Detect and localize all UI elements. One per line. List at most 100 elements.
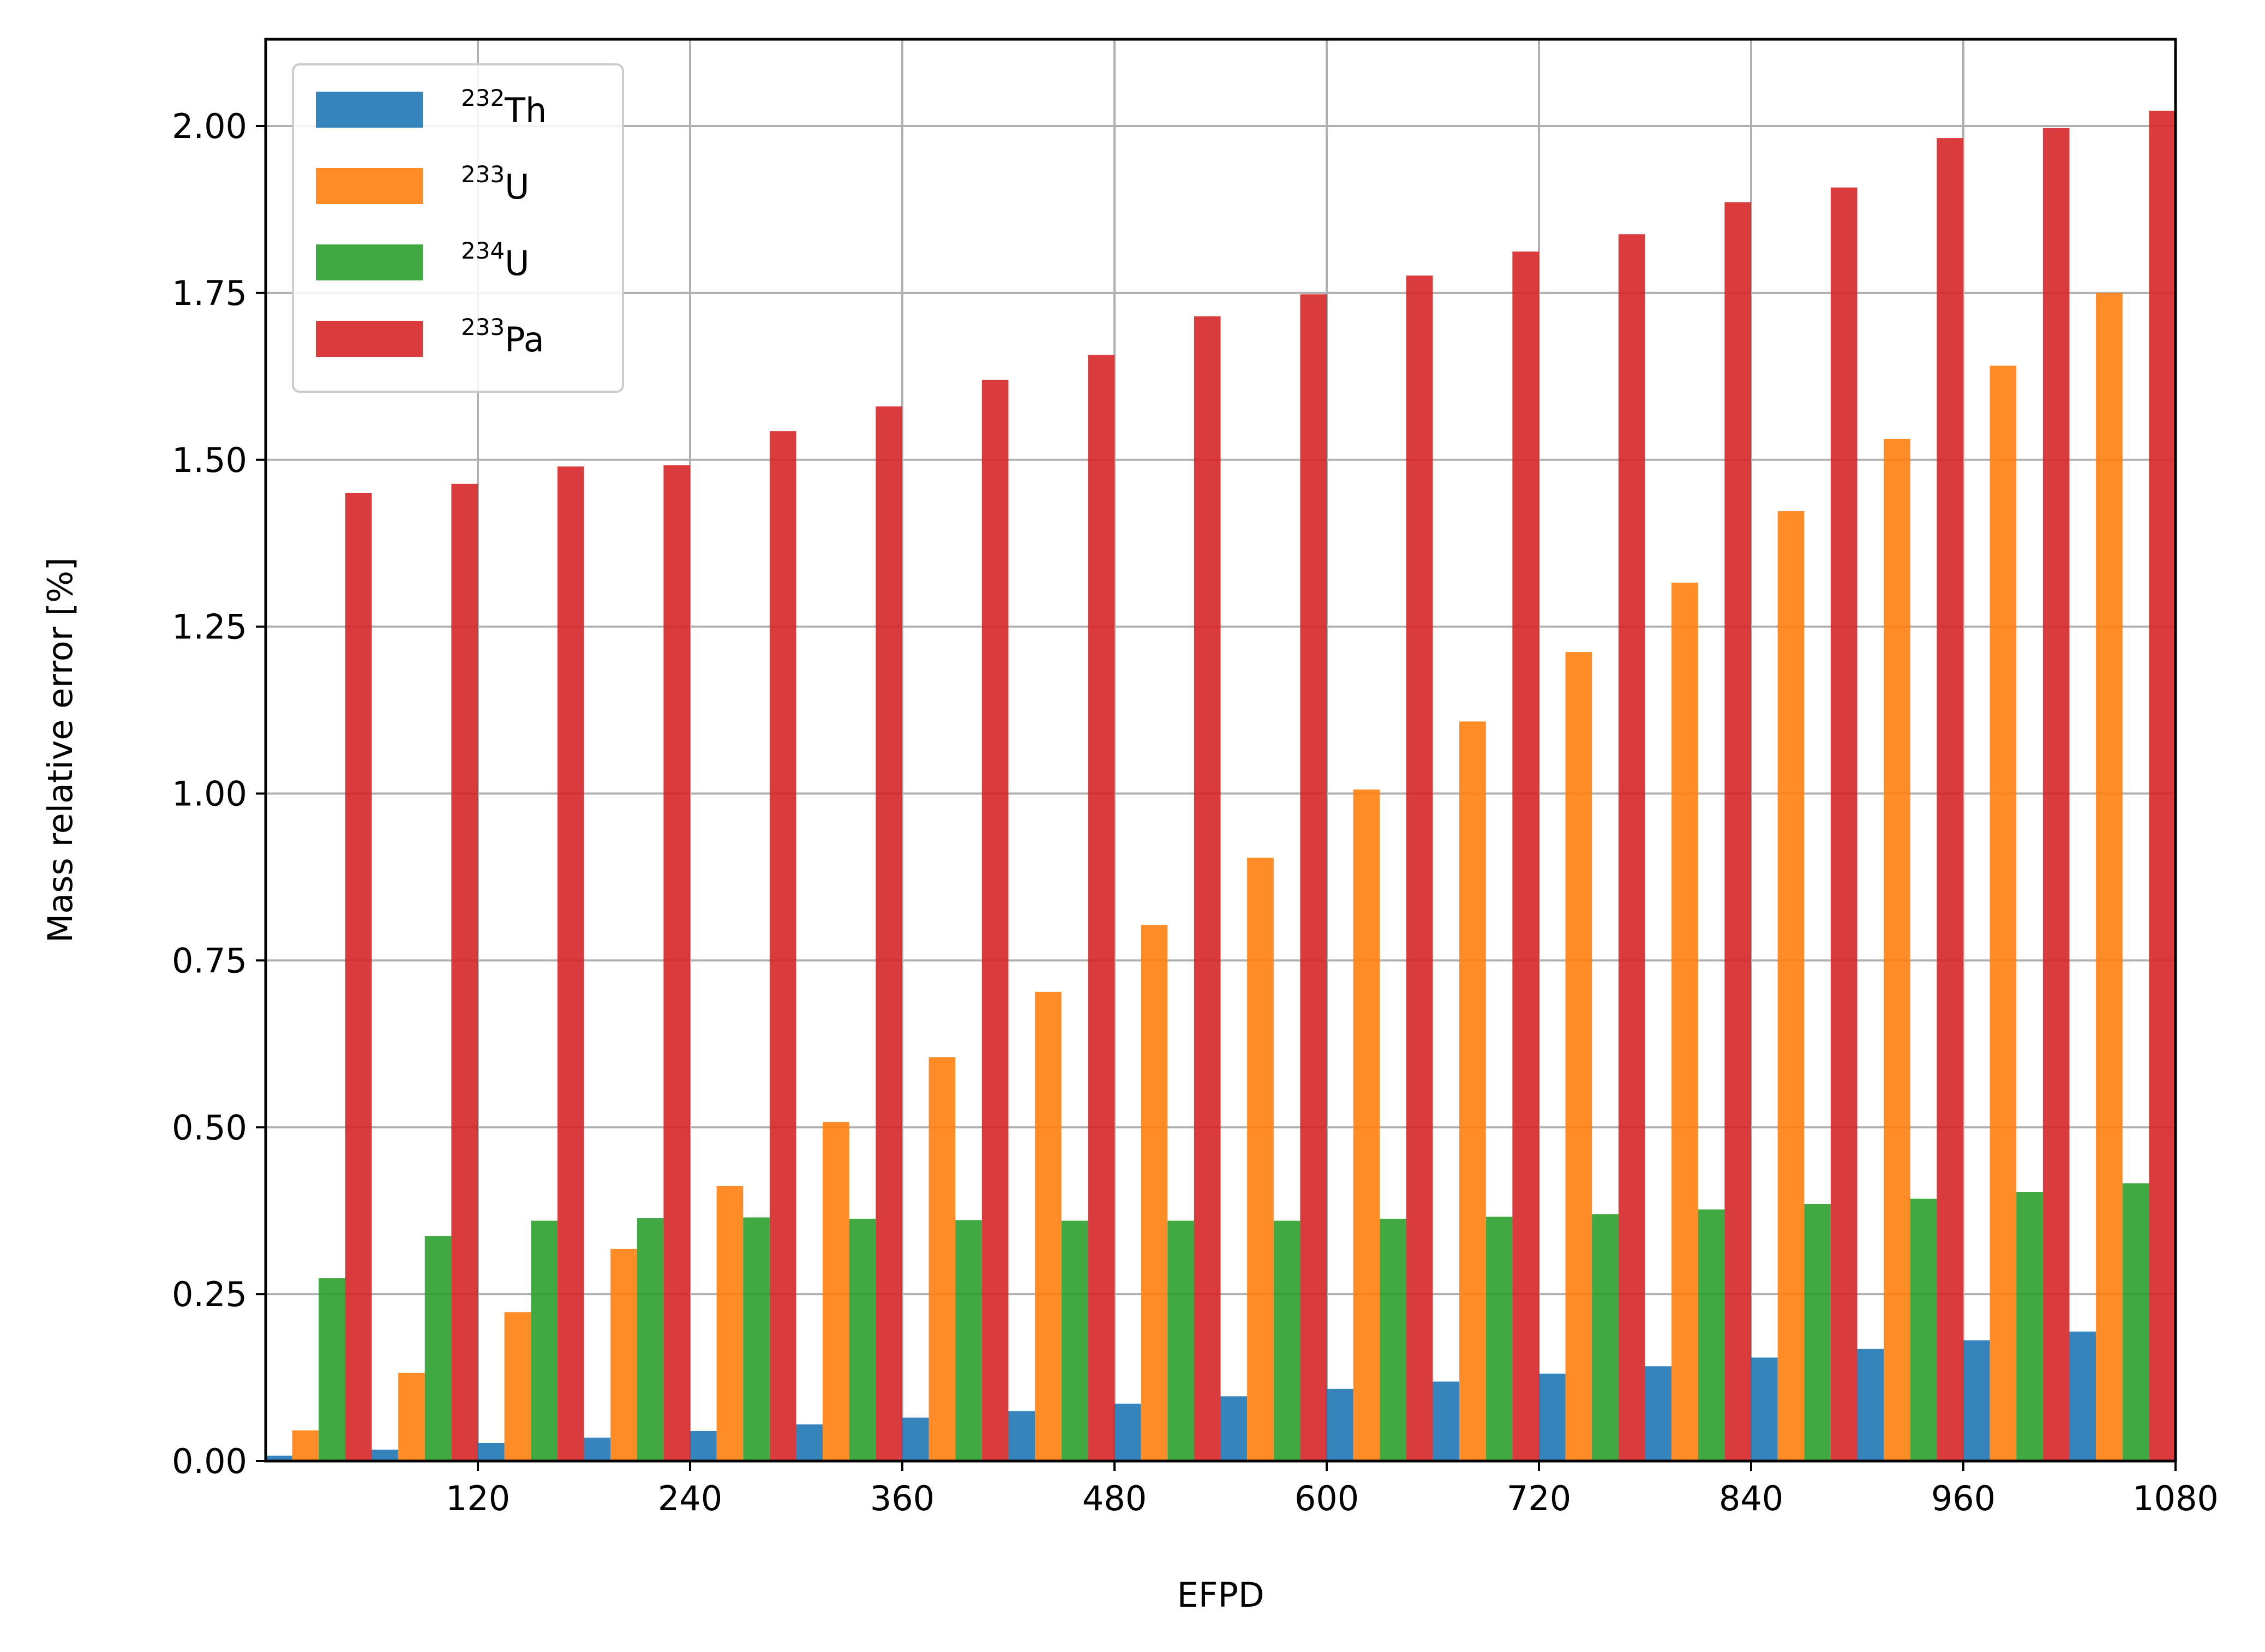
- x-tick-label: 720: [1507, 1479, 1571, 1518]
- bar-th232: [1327, 1388, 1353, 1461]
- y-tick-label: 0.25: [172, 1274, 247, 1314]
- bar-pa233: [663, 465, 690, 1461]
- bar-th232: [371, 1450, 399, 1461]
- bar-u233: [1671, 582, 1698, 1461]
- x-tick-label: 120: [446, 1479, 510, 1518]
- bar-th232: [1751, 1357, 1778, 1461]
- bar-pa233: [876, 406, 902, 1461]
- bar-pa233: [1300, 294, 1327, 1461]
- legend-box: [292, 63, 624, 393]
- bar-th232: [1963, 1340, 1990, 1461]
- bar-th232: [478, 1442, 505, 1461]
- bar-th232: [1008, 1411, 1035, 1461]
- axis-ticks: 120 240 360 480 600 720 840 960 1080 0.00 0.25 0.50…: [172, 106, 2219, 1518]
- bar-th232: [1645, 1366, 1672, 1461]
- bar-u233: [292, 1430, 319, 1461]
- bar-pa233: [2042, 128, 2070, 1461]
- bar-u234: [1273, 1220, 1301, 1461]
- x-tick-label: 960: [1931, 1479, 1996, 1518]
- bar-u233: [1990, 366, 2017, 1462]
- legend-swatch: [316, 92, 423, 128]
- bar-th232: [2069, 1331, 2096, 1461]
- y-tick-label: 1.25: [172, 607, 247, 647]
- y-tick-label: 0.75: [172, 941, 247, 980]
- bar-u234: [2016, 1192, 2043, 1461]
- bar-u234: [531, 1220, 558, 1461]
- bar-u233: [2096, 292, 2123, 1461]
- legend-label: 232Th: [461, 85, 547, 130]
- bar-pa233: [1512, 252, 1539, 1462]
- bar-th232: [796, 1424, 823, 1461]
- bar-u233: [1247, 857, 1274, 1461]
- bar-th232: [690, 1430, 717, 1461]
- x-tick-label: 480: [1082, 1479, 1147, 1518]
- bar-th232: [1433, 1381, 1460, 1461]
- bar-u234: [1910, 1199, 1937, 1461]
- bar-pa233: [557, 466, 584, 1462]
- bar-pa233: [2149, 110, 2176, 1462]
- bar-u233: [823, 1122, 849, 1461]
- plot-frame: [264, 38, 2177, 1463]
- bar-u234: [1380, 1218, 1406, 1461]
- x-tick-label: 360: [870, 1479, 934, 1518]
- legend-swatch: [316, 168, 423, 204]
- y-tick-label: 1.75: [172, 273, 247, 313]
- bar-u234: [743, 1217, 770, 1461]
- legend-label: 233Pa: [461, 314, 544, 360]
- y-axis-label: Mass relative error [%]: [40, 558, 80, 943]
- y-tick-label: 0.50: [172, 1108, 247, 1147]
- bar-u233: [1353, 789, 1380, 1461]
- bar-u233: [398, 1373, 425, 1461]
- bar-u234: [319, 1278, 345, 1461]
- legend-swatch: [316, 321, 423, 357]
- bar-u233: [716, 1186, 744, 1461]
- bar-u233: [1141, 925, 1168, 1461]
- bar-u233: [1565, 652, 1592, 1461]
- bar-th232: [266, 1456, 292, 1461]
- bar-u233: [1035, 991, 1062, 1461]
- legend-label: 233U: [461, 161, 530, 207]
- y-tick-label: 1.00: [172, 774, 247, 814]
- bar-u234: [2122, 1183, 2149, 1461]
- bar-u234: [955, 1220, 982, 1461]
- bar-pa233: [1618, 234, 1645, 1462]
- bar-pa233: [1724, 202, 1751, 1461]
- bar-pa233: [1088, 355, 1114, 1461]
- bar-pa233: [451, 483, 478, 1462]
- y-tick-label: 0.00: [172, 1441, 247, 1481]
- x-tick-label: 600: [1295, 1479, 1359, 1518]
- bar-u234: [1167, 1220, 1194, 1461]
- legend-label: 234U: [461, 237, 530, 283]
- bar-th232: [1539, 1373, 1566, 1461]
- x-axis-label: EFPD: [1177, 1575, 1265, 1615]
- bar-u233: [928, 1057, 956, 1461]
- bar-u233: [1884, 439, 1910, 1461]
- bar-u234: [1592, 1214, 1619, 1461]
- bar-pa233: [769, 431, 796, 1461]
- bar-u233: [1777, 511, 1805, 1461]
- y-tick-label: 1.50: [172, 440, 247, 480]
- bar-th232: [1114, 1403, 1141, 1461]
- bar-u234: [1061, 1220, 1088, 1461]
- bar-th232: [1857, 1349, 1884, 1461]
- legend-swatch: [316, 244, 423, 280]
- bar-u233: [1459, 721, 1486, 1461]
- bar-u234: [637, 1218, 664, 1461]
- bar-th232: [584, 1438, 611, 1461]
- bar-u234: [1698, 1209, 1725, 1461]
- bar-pa233: [1937, 138, 1963, 1461]
- y-tick-label: 2.00: [172, 106, 247, 146]
- x-tick-label: 1080: [2132, 1479, 2219, 1518]
- bar-pa233: [1194, 316, 1221, 1462]
- bar-pa233: [1830, 187, 1857, 1461]
- x-tick-label: 840: [1719, 1479, 1783, 1518]
- bar-u234: [849, 1218, 876, 1461]
- bar-th232: [1220, 1396, 1248, 1461]
- bar-pa233: [981, 379, 1009, 1461]
- bars: [266, 110, 2176, 1462]
- bar-th232: [902, 1417, 929, 1461]
- bar-u233: [610, 1248, 637, 1461]
- bar-u233: [504, 1312, 531, 1461]
